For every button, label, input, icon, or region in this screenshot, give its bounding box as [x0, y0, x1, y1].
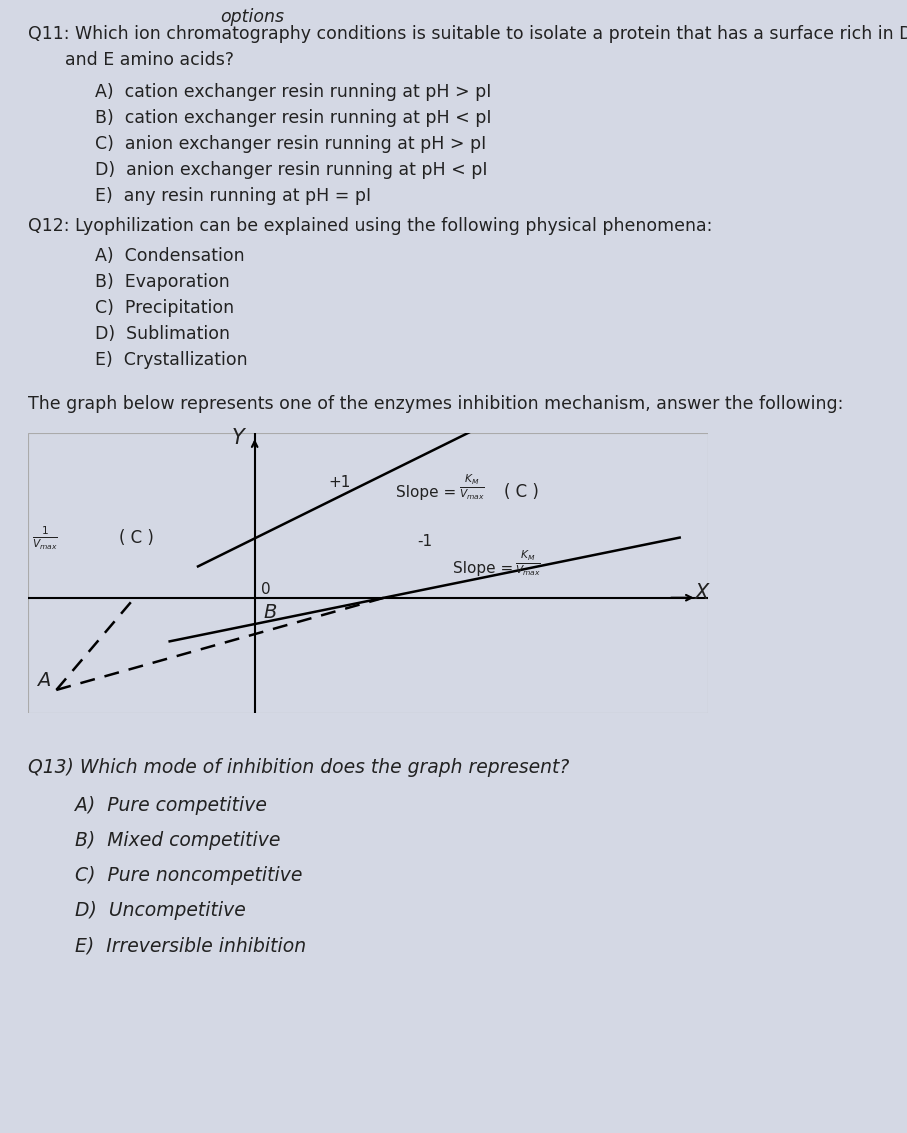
- Text: +1: +1: [328, 475, 351, 489]
- Text: Q12: Lyophilization can be explained using the following physical phenomena:: Q12: Lyophilization can be explained usi…: [28, 218, 712, 235]
- Text: D)  Uncompetitive: D) Uncompetitive: [75, 901, 246, 920]
- Text: E)  any resin running at pH = pI: E) any resin running at pH = pI: [95, 187, 371, 205]
- Text: A)  Pure competitive: A) Pure competitive: [75, 796, 267, 815]
- Text: Slope =: Slope =: [453, 561, 513, 576]
- Text: D)  Sublimation: D) Sublimation: [95, 325, 230, 343]
- Text: B)  Mixed competitive: B) Mixed competitive: [75, 830, 280, 850]
- Text: B)  cation exchanger resin running at pH < pI: B) cation exchanger resin running at pH …: [95, 109, 492, 127]
- Text: Slope =: Slope =: [396, 485, 456, 500]
- Text: E)  Irreversible inhibition: E) Irreversible inhibition: [75, 936, 307, 955]
- Text: $\frac{K_M}{V_{max}}$: $\frac{K_M}{V_{max}}$: [459, 472, 484, 502]
- Text: Q11: Which ion chromatography conditions is suitable to isolate a protein that h: Q11: Which ion chromatography conditions…: [28, 25, 907, 43]
- Text: D)  anion exchanger resin running at pH < pI: D) anion exchanger resin running at pH <…: [95, 161, 487, 179]
- Text: X: X: [695, 582, 709, 603]
- Text: B)  Evaporation: B) Evaporation: [95, 273, 229, 291]
- Text: A: A: [37, 671, 51, 690]
- Text: A)  cation exchanger resin running at pH > pI: A) cation exchanger resin running at pH …: [95, 83, 492, 101]
- Text: Y: Y: [231, 428, 244, 448]
- Text: E)  Crystallization: E) Crystallization: [95, 351, 248, 369]
- Text: B: B: [263, 603, 277, 622]
- Text: C)  Pure noncompetitive: C) Pure noncompetitive: [75, 866, 302, 885]
- Text: ( C ): ( C ): [119, 529, 153, 547]
- Text: C)  Precipitation: C) Precipitation: [95, 299, 234, 317]
- Text: The graph below represents one of the enzymes inhibition mechanism, answer the f: The graph below represents one of the en…: [28, 395, 844, 414]
- Text: and E amino acids?: and E amino acids?: [65, 51, 234, 69]
- Text: A)  Condensation: A) Condensation: [95, 247, 245, 265]
- Text: $\frac{K_M}{V_{max}}$: $\frac{K_M}{V_{max}}$: [515, 548, 541, 578]
- Text: 0: 0: [261, 582, 271, 597]
- Text: ( C ): ( C ): [504, 484, 539, 501]
- Text: -1: -1: [417, 534, 433, 550]
- Text: Q13) Which mode of inhibition does the graph represent?: Q13) Which mode of inhibition does the g…: [28, 758, 570, 777]
- Text: C)  anion exchanger resin running at pH > pI: C) anion exchanger resin running at pH >…: [95, 135, 486, 153]
- Text: $\frac{1}{V_{max}}$: $\frac{1}{V_{max}}$: [32, 525, 58, 552]
- Text: options: options: [220, 8, 284, 26]
